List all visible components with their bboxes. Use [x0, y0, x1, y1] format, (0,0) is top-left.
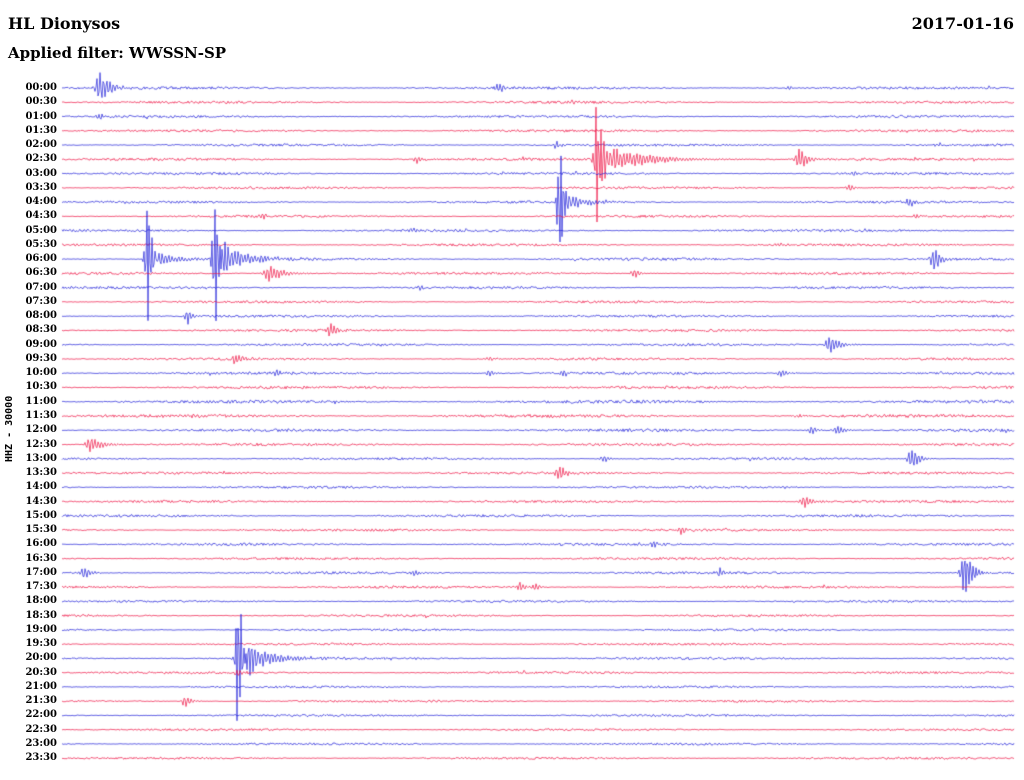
helicorder-page: HL Dionysos 2017-01-16 Applied filter: W…	[0, 0, 1024, 780]
seismogram-canvas	[0, 0, 1024, 780]
